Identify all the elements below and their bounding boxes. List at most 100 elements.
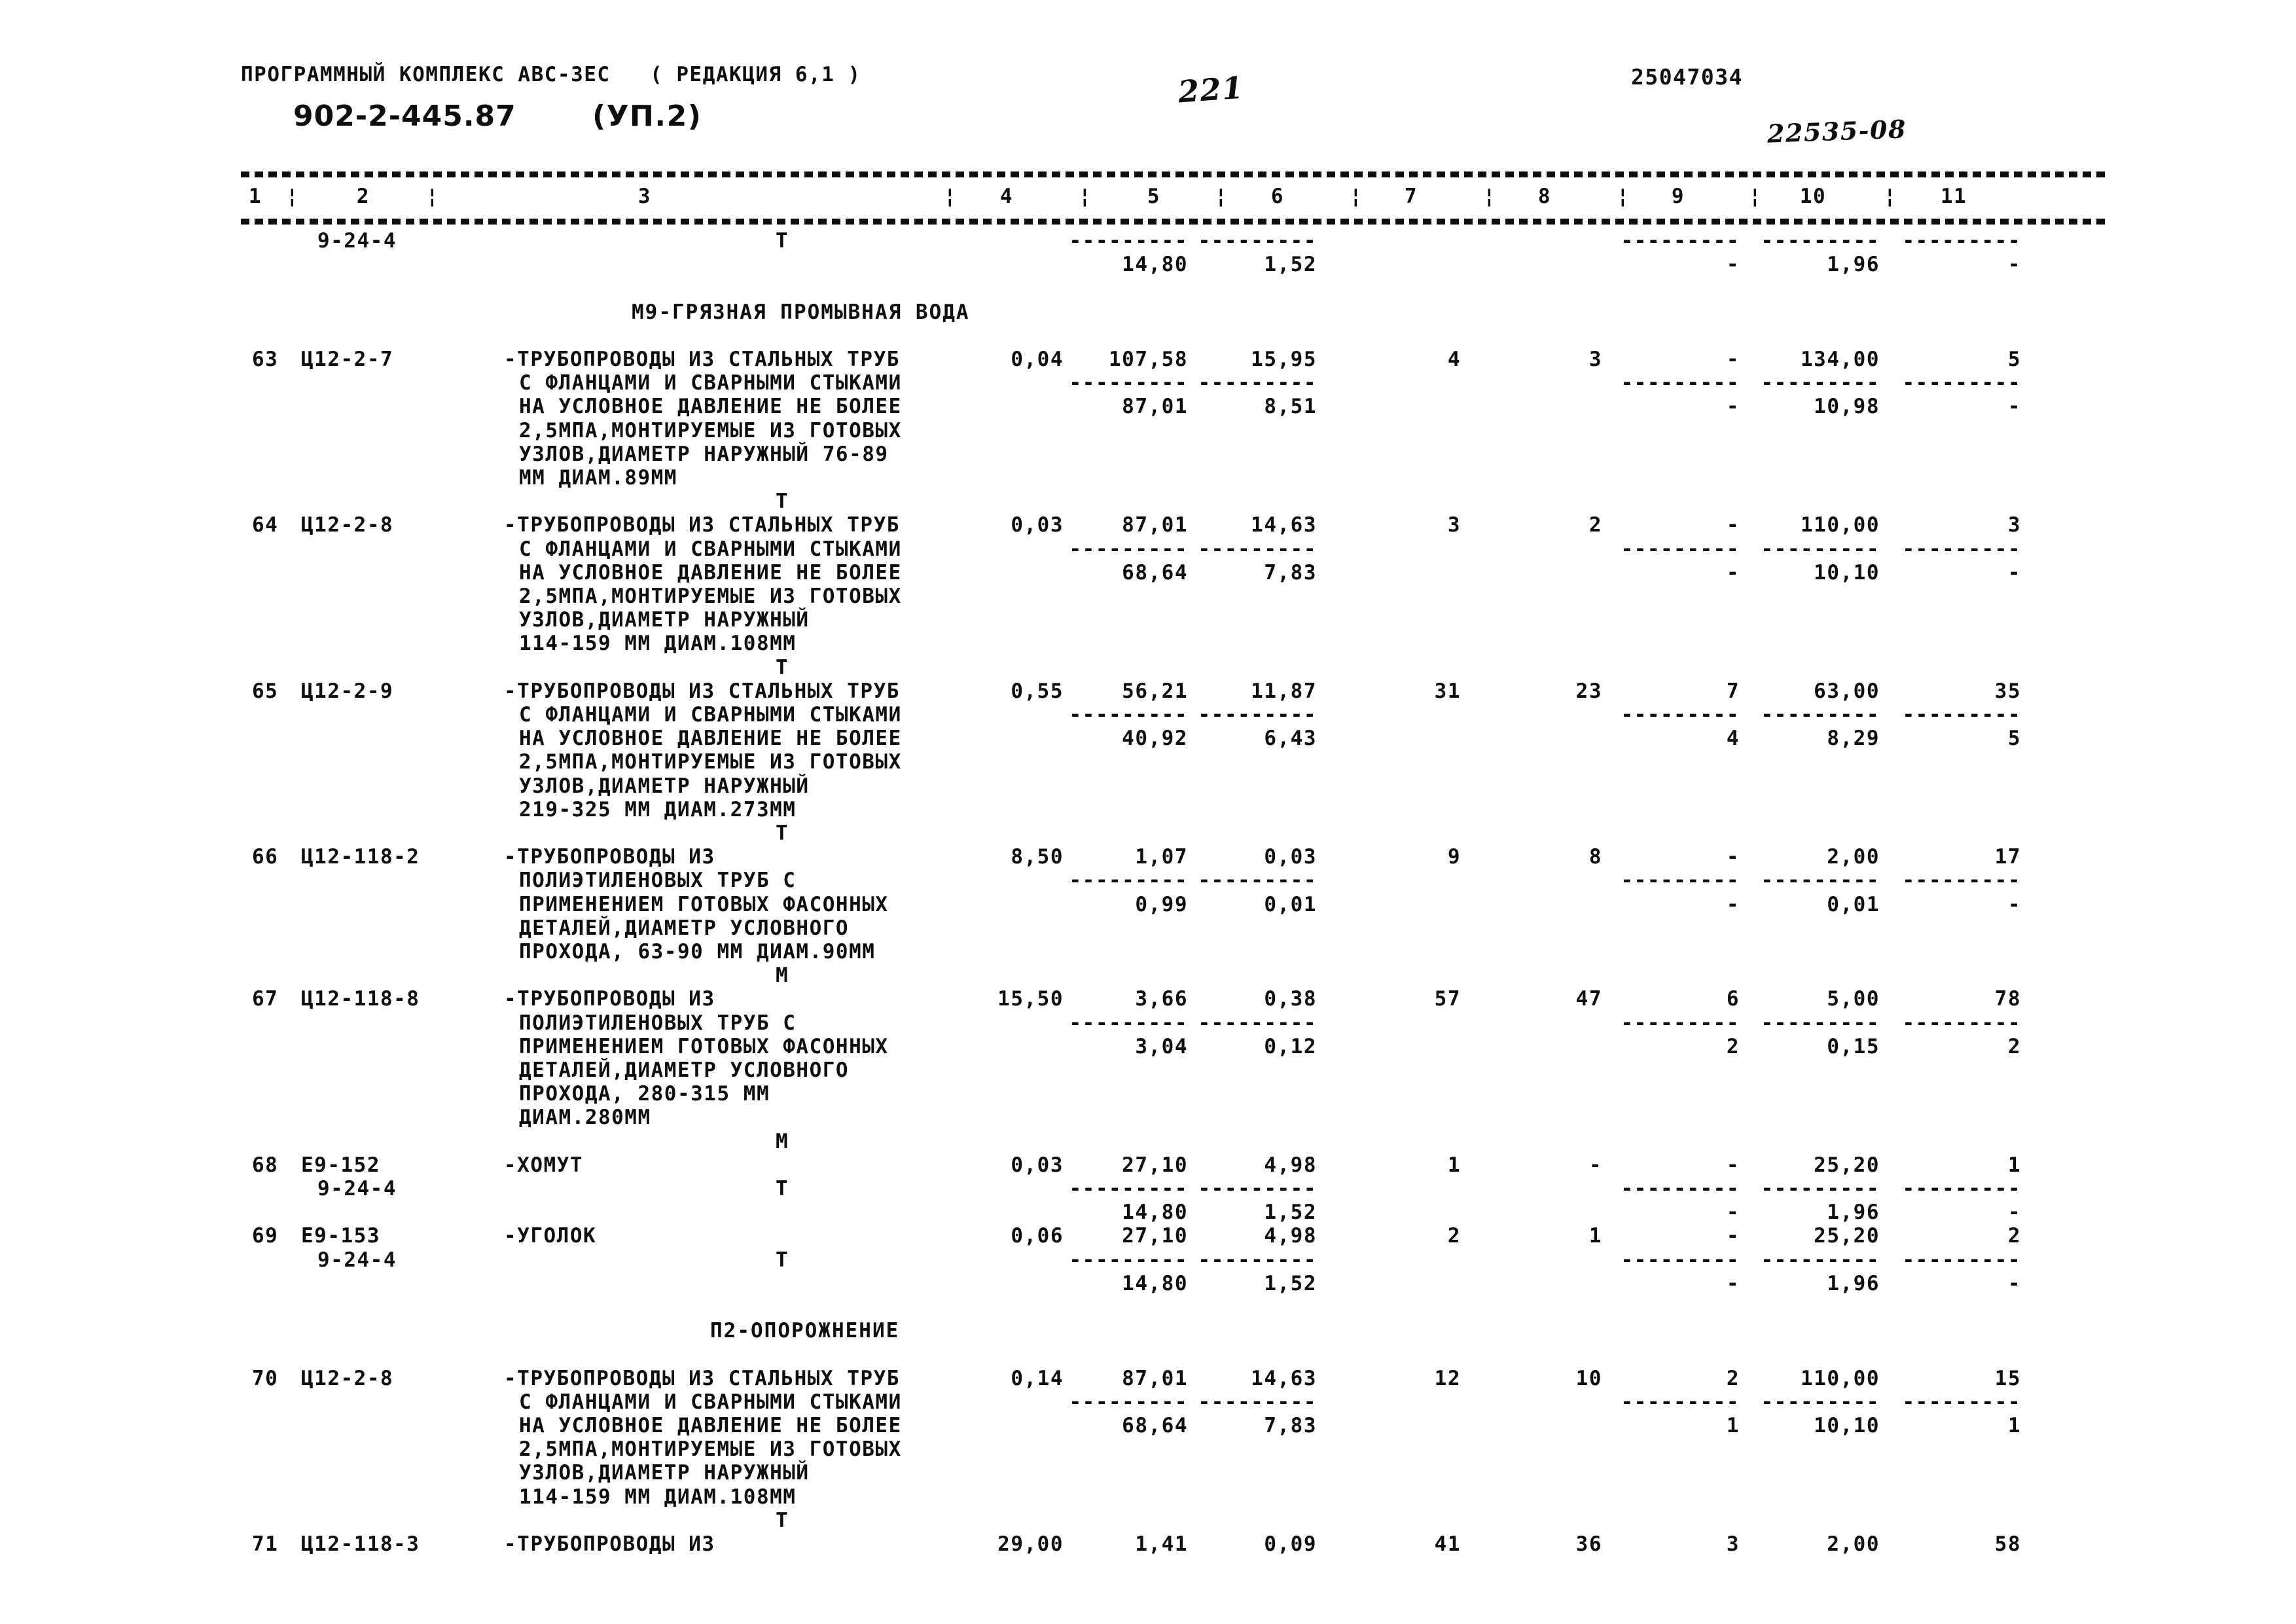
item-number: 67 (252, 987, 279, 1011)
value-cell: 9 (1447, 845, 1461, 869)
value-cell: 57 (1434, 987, 1461, 1011)
value-cell: - (2007, 1200, 2021, 1224)
column-separator: ¦ (1079, 185, 1092, 208)
item-line: 2,5МПА,МОНТИРУЕМЫЕ ИЗ ГОТОВЫХ (0, 585, 2296, 609)
item-line: УЗЛОВ,ДИАМЕТР НАРУЖНЫЙ (0, 608, 2296, 632)
value-cell: - (2007, 561, 2021, 585)
item-dash-line: 9-24-4 Т --------- --------- --------- ------… (0, 1177, 2296, 1201)
value-cell: 1 (1588, 1224, 1602, 1248)
item-marker-line: Т (0, 490, 2296, 514)
item-desc-line: УЗЛОВ,ДИАМЕТР НАРУЖНЫЙ (519, 774, 810, 798)
dash-underline: --------- (1621, 537, 1740, 561)
value-cell: 0,15 (1827, 1035, 1880, 1058)
section-header-line: М9-ГРЯЗНАЯ ПРОМЫВНАЯ ВОДА (0, 300, 2296, 325)
column-number: 1 (248, 185, 262, 208)
section-header: М9-ГРЯЗНАЯ ПРОМЫВНАЯ ВОДА (632, 300, 970, 324)
dash-underline: --------- (1621, 371, 1740, 395)
value-cell: 14,80 (1122, 253, 1188, 276)
dash-underline: --------- (1761, 371, 1880, 395)
value-cell: - (1726, 348, 1740, 371)
value-cell: 5 (2007, 348, 2021, 371)
value-cell: 1 (2007, 1414, 2021, 1437)
item-first-line: 66 Ц12-118-2 -ТРУБОПРОВОДЫ ИЗ 8,50 1,07 0,03 9… (0, 845, 2296, 869)
value-cell-col4: 0,14 (1011, 1367, 1064, 1390)
item-code: Ц12-2-9 (301, 679, 394, 703)
item-desc-line: ПРОХОДА, 63-90 ММ ДИАМ.90ММ (519, 940, 876, 964)
item-code: Ц12-118-3 (301, 1532, 420, 1556)
item-line: НА УСЛОВНОЕ ДАВЛЕНИЕ НЕ БОЛЕЕ 40,92 6,43 4 8… (0, 727, 2296, 751)
item-line: УЗЛОВ,ДИАМЕТР НАРУЖНЫЙ 76-89 (0, 442, 2296, 467)
value-cell: 31 (1434, 679, 1461, 703)
type-marker: Т (776, 1177, 789, 1200)
item-line: 114-159 ММ ДИАМ.108ММ (0, 632, 2296, 656)
value-cell: 2 (1447, 1224, 1461, 1248)
table-header-ruler (241, 219, 2110, 225)
item-first-line: 68 Е9-152 -ХОМУТ 0,03 27,10 4,98 1 - - 25,20 1 (0, 1153, 2296, 1178)
carryover-dash-line: 9-24-4 Т --------- --------- --------- ------… (0, 229, 2296, 253)
item-desc-line: 114-159 ММ ДИАМ.108ММ (519, 1485, 797, 1509)
value-cell: 14,80 (1122, 1272, 1188, 1295)
value-cell: 17 (1994, 845, 2021, 869)
item-line: УЗЛОВ,ДИАМЕТР НАРУЖНЫЙ (0, 774, 2296, 799)
dash-underline: --------- (1761, 869, 1880, 892)
column-number: 10 (1799, 185, 1827, 208)
item-desc-line: 114-159 ММ ДИАМ.108ММ (519, 632, 797, 655)
item-code: Ц12-118-8 (301, 987, 420, 1011)
value-cell: 1,52 (1264, 1272, 1317, 1295)
value-cell: 7,83 (1264, 1414, 1317, 1437)
value-cell-col4: 29,00 (997, 1532, 1064, 1556)
carryover-values-line: 14,80 1,52 - 1,96 - (0, 253, 2296, 277)
value-cell: - (1726, 1272, 1740, 1295)
value-cell: 0,03 (1264, 845, 1317, 869)
value-cell: 2,00 (1827, 1532, 1880, 1556)
value-cell-col4: 0,06 (1011, 1224, 1064, 1248)
value-cell: 35 (1994, 679, 2021, 703)
item-desc-line: ДЕТАЛЕЙ,ДИАМЕТР УСЛОВНОГО (519, 916, 850, 940)
item-desc-line: -ХОМУТ (504, 1153, 583, 1177)
item-line: ПРИМЕНЕНИЕМ ГОТОВЫХ ФАСОННЫХ 0,99 0,01 - 0,0… (0, 893, 2296, 917)
value-cell: 3,04 (1135, 1035, 1188, 1058)
item-desc-line: ПРИМЕНЕНИЕМ ГОТОВЫХ ФАСОННЫХ (519, 1035, 889, 1058)
type-marker: Т (776, 229, 789, 253)
column-number: 9 (1671, 185, 1685, 208)
item-line: НА УСЛОВНОЕ ДАВЛЕНИЕ НЕ БОЛЕЕ 68,64 7,83 1 1… (0, 1414, 2296, 1438)
item-desc-line: ПОЛИЭТИЛЕНОВЫХ ТРУБ С (519, 1011, 797, 1035)
value-cell-col4: 15,50 (997, 987, 1064, 1011)
item-desc-line: -ТРУБОПРОВОДЫ ИЗ (504, 987, 715, 1011)
value-cell: 15,95 (1251, 348, 1317, 371)
dash-underline: --------- (1198, 1011, 1317, 1035)
item-desc-line: 2,5МПА,МОНТИРУЕМЫЕ ИЗ ГОТОВЫХ (519, 585, 902, 608)
value-cell: 6,43 (1264, 727, 1317, 750)
dash-underline: --------- (1621, 1248, 1740, 1272)
value-cell: 87,01 (1122, 513, 1188, 537)
item-first-line: 65 Ц12-2-9 -ТРУБОПРОВОДЫ ИЗ СТАЛЬНЫХ ТРУБ 0… (0, 679, 2296, 704)
value-cell: 27,10 (1122, 1224, 1188, 1248)
handwritten-stamp: 22535-08 (1767, 114, 1907, 149)
section-header-line: П2-ОПОРОЖНЕНИЕ (0, 1319, 2296, 1343)
value-cell: 8,29 (1827, 727, 1880, 750)
value-cell: 10,98 (1814, 395, 1880, 418)
value-cell: 68,64 (1122, 1414, 1188, 1437)
column-separator: ¦ (1350, 185, 1363, 208)
item-line: НА УСЛОВНОЕ ДАВЛЕНИЕ НЕ БОЛЕЕ 68,64 7,83 - 1… (0, 561, 2296, 585)
type-marker: Т (776, 821, 789, 845)
item-number: 71 (252, 1532, 279, 1556)
dash-underline: --------- (1069, 537, 1188, 561)
value-cell: 40,92 (1122, 727, 1188, 750)
item-line: ДЕТАЛЕЙ,ДИАМЕТР УСЛОВНОГО (0, 1058, 2296, 1083)
item-line: 219-325 ММ ДИАМ.273ММ (0, 798, 2296, 822)
item-desc-line: 2,5МПА,МОНТИРУЕМЫЕ ИЗ ГОТОВЫХ (519, 419, 902, 442)
value-cell: 3 (2007, 513, 2021, 537)
dash-underline: --------- (1621, 229, 1740, 253)
value-cell: - (2007, 893, 2021, 916)
value-cell: 8 (1588, 845, 1602, 869)
item-desc-line: УЗЛОВ,ДИАМЕТР НАРУЖНЫЙ (519, 608, 810, 632)
value-cell: 1,96 (1827, 1272, 1880, 1295)
item-marker-line: М (0, 964, 2296, 988)
value-cell-col4: 0,03 (1011, 513, 1064, 537)
item-number: 69 (252, 1224, 279, 1248)
dash-underline: --------- (1621, 1011, 1740, 1035)
value-cell: 2 (1588, 513, 1602, 537)
value-cell: 36 (1575, 1532, 1602, 1556)
